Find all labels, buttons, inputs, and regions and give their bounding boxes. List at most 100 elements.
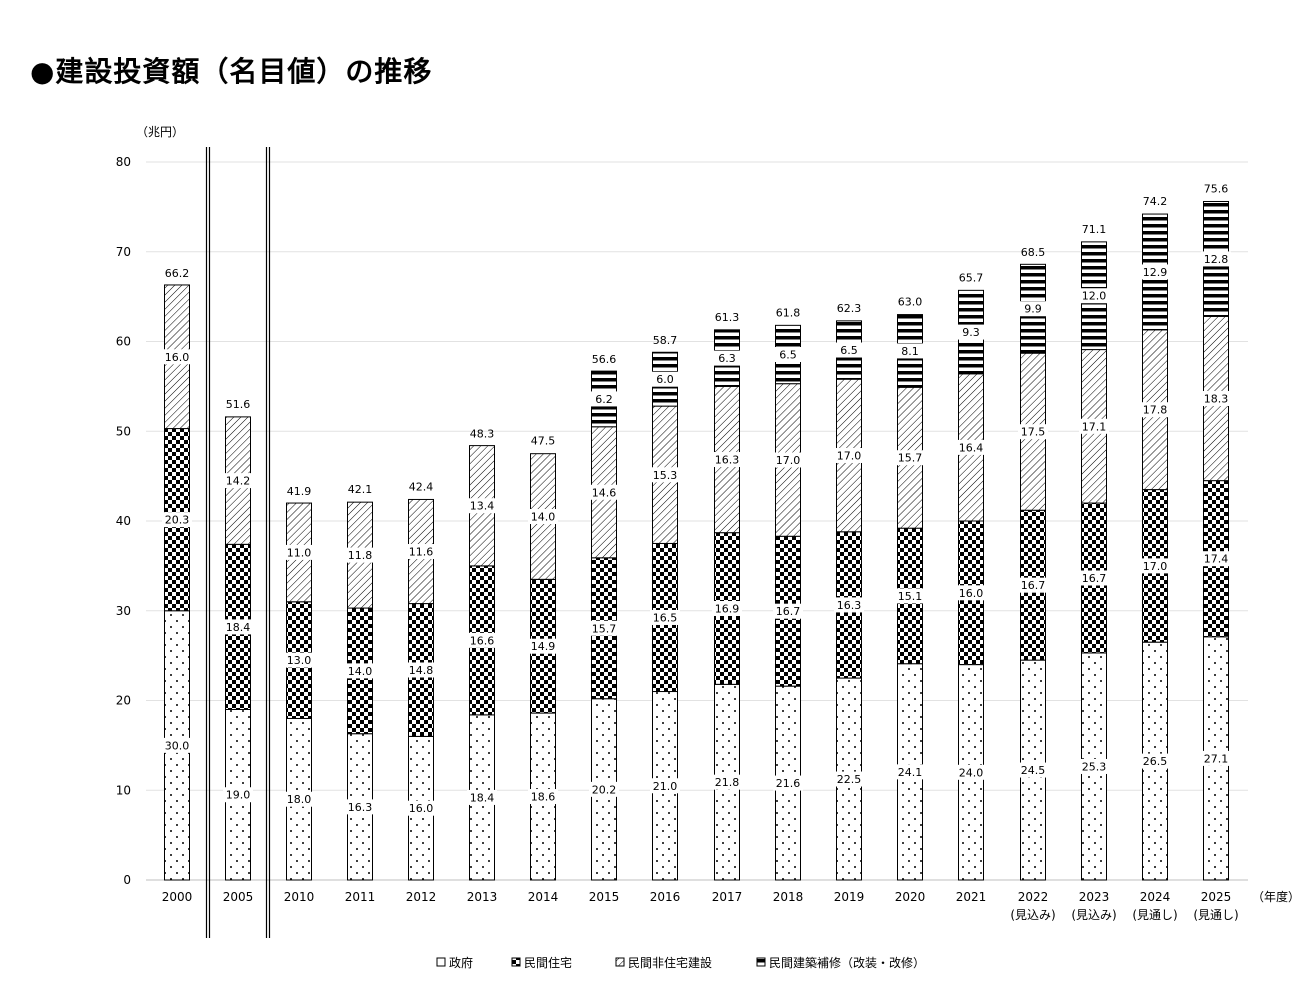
total-label: 61.8 [776,306,801,319]
value-label-bg [162,349,192,365]
value-label: 17.0 [776,454,801,467]
value-label-bg [834,342,864,358]
value-label: 14.6 [592,486,617,499]
value-label: 16.7 [776,605,801,618]
value-label-bg [1018,424,1048,440]
y-tick-label: 0 [123,873,131,887]
value-label: 16.0 [959,587,984,600]
total-label: 42.1 [348,483,373,496]
value-label: 6.3 [718,352,736,365]
value-label-bg [1140,558,1170,574]
value-label-bg [589,781,619,797]
value-label: 17.8 [1143,404,1168,417]
value-label: 14.2 [226,475,251,488]
value-label-bg [1140,753,1170,769]
total-label: 61.3 [715,311,740,324]
y-tick-label: 10 [116,783,131,797]
value-label-bg [406,800,436,816]
x-tick-note: (見通し) [1132,908,1177,922]
value-label: 16.5 [653,611,678,624]
value-label: 14.8 [409,664,434,677]
value-label: 16.6 [470,634,495,647]
x-axis-label: （年度） [1252,889,1300,904]
chart-title: ●建設投資額（名目値）の推移 [30,55,433,88]
total-label: 75.6 [1204,182,1229,195]
value-label-bg [956,585,986,601]
legend-entry: 民間非住宅建設 [628,955,712,970]
value-label: 9.3 [962,326,980,339]
value-label-bg [895,343,925,359]
value-label-bg [650,609,680,625]
legend-entry: 政府 [449,955,473,970]
value-label: 16.7 [1021,579,1046,592]
x-tick-label: 2020 [895,890,926,904]
value-label-bg [834,771,864,787]
total-label: 58.7 [653,334,678,347]
value-label-bg [895,450,925,466]
value-label-bg [1079,418,1109,434]
value-label: 17.4 [1204,553,1229,566]
value-label: 15.7 [898,452,923,465]
value-label: 18.0 [287,793,312,806]
value-label: 8.1 [901,345,919,358]
value-label-bg [650,467,680,483]
x-tick-label: 2010 [284,890,315,904]
value-label: 24.5 [1021,764,1046,777]
value-label: 16.7 [1082,572,1107,585]
value-label-bg [589,484,619,500]
value-label: 15.7 [592,622,617,635]
y-tick-label: 60 [116,335,131,349]
value-label: 17.0 [837,449,862,462]
value-label: 21.8 [715,776,740,789]
y-tick-label: 50 [116,424,131,438]
x-tick-label: 2018 [773,890,804,904]
value-label: 16.3 [715,454,740,467]
value-label: 6.5 [779,349,797,362]
value-label: 20.2 [592,783,617,796]
value-label-bg [834,597,864,613]
value-label: 14.0 [531,511,556,524]
value-label: 12.0 [1082,290,1107,303]
total-label: 66.2 [165,267,190,280]
y-tick-label: 80 [116,155,131,169]
value-label: 17.1 [1082,420,1107,433]
value-label: 6.0 [656,373,674,386]
value-label-bg [956,324,986,340]
x-tick-label: 2022 [1018,890,1049,904]
value-label: 18.4 [226,621,251,634]
gridlines [146,161,1248,881]
value-label: 6.5 [840,344,858,357]
total-label: 63.0 [898,296,923,309]
total-label: 51.6 [226,398,251,411]
value-label: 24.1 [898,766,923,779]
value-label: 16.4 [959,441,984,454]
value-label-bg [1201,750,1231,766]
x-tick-note: (見込み) [1071,908,1116,922]
value-label-bg [712,452,742,468]
value-label-bg [1201,551,1231,567]
value-label: 16.0 [409,802,434,815]
y-tick-label: 20 [116,694,131,708]
legend-swatch [511,957,521,967]
total-label: 42.4 [409,480,434,493]
value-label: 16.9 [715,603,740,616]
value-label-bg [895,588,925,604]
total-label: 56.6 [592,353,617,366]
total-label: 48.3 [470,428,495,441]
value-label: 17.5 [1021,426,1046,439]
x-tick-label: 2005 [223,890,254,904]
value-label-bg [406,662,436,678]
value-label: 13.4 [470,500,495,513]
value-label-bg [1018,301,1048,317]
value-label-bg [223,473,253,489]
value-label-bg [712,350,742,366]
y-tick-label: 30 [116,604,131,618]
value-label-bg [284,652,314,668]
value-label-bg [1201,390,1231,406]
value-label: 9.9 [1024,303,1042,316]
legend-swatch [756,957,766,967]
value-label-bg [528,638,558,654]
value-label-bg [650,778,680,794]
legend: 政府 民間住宅 民間非住宅建設 民間建築補修（改装・改修） [436,955,925,970]
